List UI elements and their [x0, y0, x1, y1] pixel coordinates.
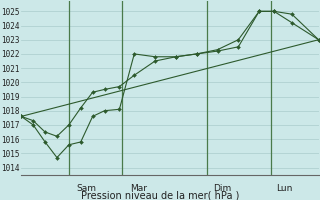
Text: Sam: Sam	[76, 184, 96, 193]
Text: Pression niveau de la mer( hPa ): Pression niveau de la mer( hPa )	[81, 190, 239, 200]
Text: Mar: Mar	[130, 184, 147, 193]
Text: Lun: Lun	[276, 184, 293, 193]
Text: Dim: Dim	[213, 184, 231, 193]
